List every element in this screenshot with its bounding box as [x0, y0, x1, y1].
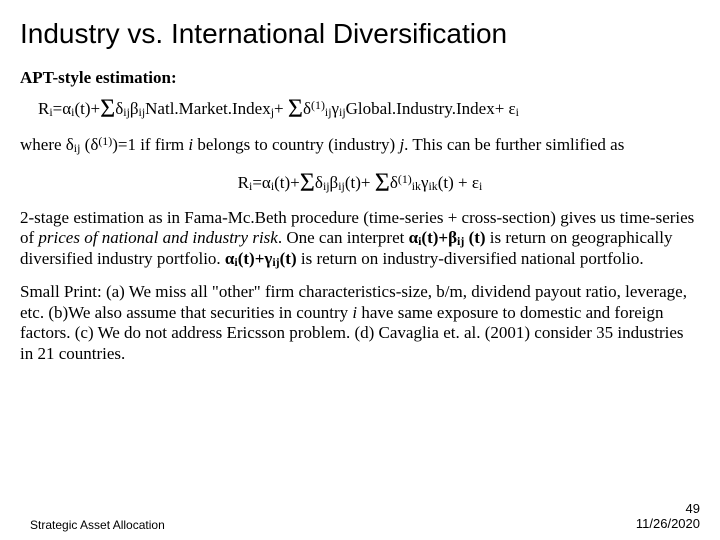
footer-right: 49 11/26/2020 [636, 501, 700, 532]
equation-2: Ri=αi(t)+Σδijβij(t)+ Σδ(1)ikγik(t) + εi [20, 168, 700, 198]
footer-left: Strategic Asset Allocation [30, 518, 165, 532]
where-paragraph: where δij (δ(1))=1 if firm i belongs to … [20, 134, 700, 156]
equation-1: Ri=αi(t)+ΣδijβijNatl.Market.Indexj+ Σδ(1… [38, 94, 700, 124]
page-number: 49 [686, 501, 700, 516]
small-print-paragraph: Small Print: (a) We miss all "other" fir… [20, 282, 700, 365]
apt-heading: APT-style estimation: [20, 68, 700, 88]
two-stage-paragraph: 2-stage estimation as in Fama-Mc.Beth pr… [20, 208, 700, 270]
slide-title: Industry vs. International Diversificati… [20, 18, 700, 50]
footer-date: 11/26/2020 [636, 516, 700, 531]
